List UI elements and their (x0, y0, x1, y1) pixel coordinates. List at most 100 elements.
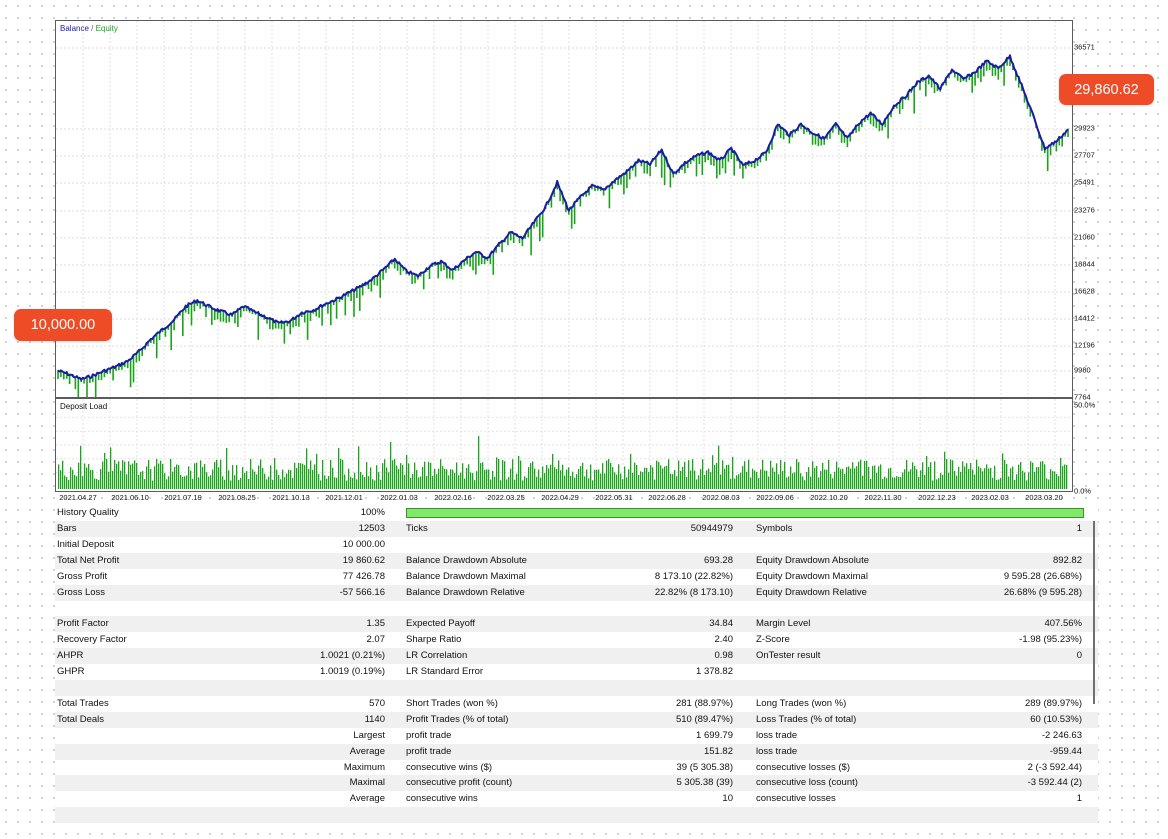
deposit-load-bar (552, 453, 554, 489)
deposit-load-bar (576, 474, 578, 489)
deposit-load-bar (520, 460, 522, 489)
deposit-load-bar (188, 466, 190, 489)
deposit-load-bar (590, 464, 592, 489)
deposit-load-bar (608, 459, 610, 489)
deposit-load-bar (854, 468, 856, 489)
deposit-load-bar (1058, 476, 1060, 489)
metric-label: consecutive wins ($) (406, 761, 493, 773)
deposit-load-bar (928, 466, 930, 489)
deposit-load-bar (782, 471, 784, 489)
metric-label: Balance Drawdown Maximal (406, 570, 526, 582)
deposit-load-bar (834, 471, 836, 489)
deposit-load-bar (324, 475, 326, 489)
deposit-load-chart: Deposit Load (55, 398, 1073, 492)
table-row: Total Trades 570 Short Trades (won %) 281 (… (55, 696, 1098, 712)
table-row (55, 680, 1098, 696)
metric-value: 8 173.10 (22.82%) (654, 570, 733, 582)
deposit-load-bar (664, 466, 666, 489)
deposit-load-bar (616, 474, 618, 489)
deposit-load-bar (588, 478, 590, 489)
deposit-load-bar (472, 473, 474, 489)
deposit-load-bar (824, 469, 826, 489)
x-tick-label: 2023.03.20 (1025, 493, 1063, 502)
deposit-load-bar (182, 477, 184, 489)
deposit-load-bar (662, 468, 664, 489)
metric-label: Gross Loss (57, 586, 106, 598)
deposit-load-bar (114, 459, 116, 489)
deposit-load-bar (1030, 461, 1032, 489)
deposit-load-bar (252, 469, 254, 489)
metric-label: Equity Drawdown Relative (756, 586, 867, 598)
deposit-load-bar (152, 480, 154, 489)
deposit-load-bar (136, 462, 138, 489)
deposit-load-bar (1038, 467, 1040, 489)
metric-label: Equity Drawdown Absolute (756, 554, 870, 566)
metric-value: 1 378.82 (696, 666, 733, 678)
deposit-load-bar (368, 476, 370, 489)
deposit-load-bar (248, 478, 250, 489)
metric-value: -2 246.63 (1041, 729, 1082, 741)
deposit-load-bar (334, 477, 336, 489)
deposit-load-bar (228, 470, 230, 489)
deposit-load-bar (548, 468, 550, 489)
table-row: Maximal consecutive profit (count) 5 305.3… (55, 775, 1098, 792)
deposit-load-bar (384, 459, 386, 489)
deposit-load-bar (144, 479, 146, 489)
deposit-load-bar (632, 472, 634, 489)
deposit-load-bar (838, 467, 840, 489)
x-tick-label: 2021.12.01 (325, 493, 363, 502)
metric-label: LR Correlation (406, 650, 468, 662)
deposit-load-bar (1028, 472, 1030, 489)
deposit-load-bar (640, 471, 642, 489)
deposit-load-bar (680, 471, 682, 489)
deposit-load-bar (466, 467, 468, 489)
deposit-load-bar (672, 474, 674, 489)
metric-label: Total Trades (57, 697, 109, 709)
history-quality-value: 100% (360, 507, 385, 518)
deposit-load-bar (92, 470, 94, 489)
deposit-load-bar (346, 480, 348, 489)
deposit-load-bar (1064, 464, 1066, 489)
deposit-load-bar (666, 466, 668, 489)
deposit-load-bar (752, 468, 754, 489)
deposit-load-bar (304, 465, 306, 489)
x-tick-label: 2022.12.23 (918, 493, 956, 502)
deposit-load-bar (140, 471, 142, 489)
deposit-load-bar (596, 469, 598, 489)
deposit-load-bar (82, 476, 84, 489)
metric-value: 2 (-3 592.44) (1027, 761, 1082, 773)
deposit-load-bar (874, 465, 876, 489)
deposit-load-bar (612, 467, 614, 489)
deposit-load-bar (380, 479, 382, 489)
deposit-load-bar (826, 469, 828, 489)
deposit-load-bar (290, 470, 292, 489)
deposit-load-bar (268, 476, 270, 489)
deposit-load-bar (366, 462, 368, 489)
deposit-load-bar (1042, 461, 1044, 489)
deposit-load-bar (806, 472, 808, 489)
deposit-load-bar (716, 462, 718, 489)
deposit-load-bar (518, 455, 520, 489)
metric-value: 77 426.78 (342, 570, 385, 582)
deposit-load-bar (1000, 477, 1002, 489)
deposit-load-bar (128, 461, 130, 489)
table-row (55, 601, 1098, 617)
deposit-load-bar (424, 461, 426, 489)
deposit-load-bar (210, 475, 212, 489)
deposit-load-bar (256, 474, 258, 489)
deposit-load-bar (454, 472, 456, 489)
x-tick-label: 2021.08.25 (218, 493, 256, 502)
deposit-load-bar (320, 480, 322, 489)
deposit-load-bar (676, 476, 678, 489)
report-scrollbar[interactable] (1093, 521, 1095, 704)
metric-value: 1.0021 (0.21%) (320, 650, 385, 662)
deposit-load-bar (1056, 474, 1058, 489)
deposit-load-bar (104, 452, 106, 489)
deposit-load-bar (72, 469, 74, 489)
deposit-load-bar (634, 462, 636, 489)
deposit-load-bar (212, 469, 214, 489)
deposit-load-bar (624, 466, 626, 489)
deposit-load-bar (674, 469, 676, 489)
deposit-load-bar (348, 468, 350, 489)
